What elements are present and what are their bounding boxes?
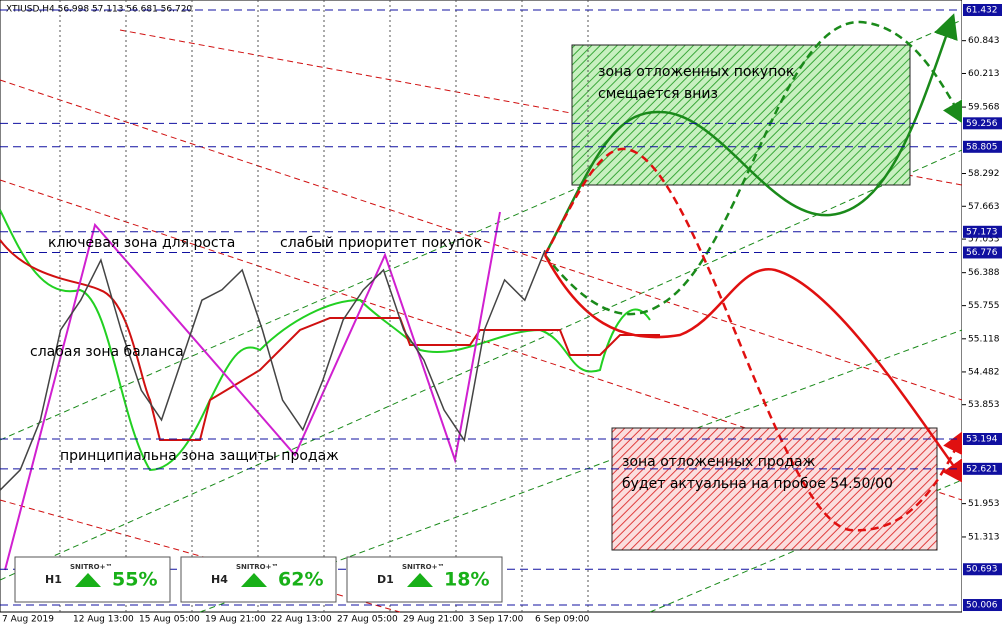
level-box [963,599,1002,612]
level-label: 50.006 [966,601,998,611]
x-tick-label: 3 Sep 17:00 [469,615,524,625]
annotation: принципиальна зона защиты продаж [60,448,339,464]
ichimoku-cloud [0,209,660,472]
y-tick-label: 59.568 [968,103,1000,113]
level-box [963,140,1002,153]
level-label: 50.693 [966,565,998,575]
y-tick-label: 54.482 [968,367,1000,377]
y-tick-label: 57.663 [968,202,1000,212]
annotation: слабый приоритет покупок [280,235,482,251]
level-box [963,433,1002,446]
x-tick-label: 12 Aug 13:00 [73,615,134,625]
x-tick-label: 6 Sep 09:00 [535,615,590,625]
header: XTIUSD,H4 56.998 57.113 56.681 56.720 [6,5,192,15]
annotation: слабая зона баланса [30,344,184,360]
badge-brand: SNITRO+™ [402,563,445,571]
level-box [963,3,1002,16]
sell-zone [611,427,938,551]
x-tick-label: 15 Aug 05:00 [139,615,200,625]
x-tick-label: 7 Aug 2019 [2,615,54,625]
level-label: 56.776 [966,248,998,258]
badge-timeframe: D1 [377,573,394,586]
y-tick-label: 53.853 [968,400,1000,410]
y-tick-label: 51.313 [968,532,1000,542]
badge-percent: 18% [444,569,489,591]
buy-zone-text: зона отложенных покупок [598,64,794,80]
badge-arrow [407,573,433,587]
buy-zone-text: смещается вниз [598,86,718,102]
level-label: 59.256 [966,119,998,129]
annotation: ключевая зона для роста [48,235,235,251]
x-tick-label: 19 Aug 21:00 [205,615,266,625]
price-line [0,249,546,491]
y-tick-label: 60.843 [968,36,1000,46]
y-tick-label: 51.953 [968,499,1000,509]
level-label: 61.432 [966,5,998,15]
sell-zone-text: зона отложенных продаж [622,454,816,470]
x-tick-label: 27 Aug 05:00 [337,615,398,625]
badge-arrow [241,573,267,587]
y-tick-label: 57.033 [968,235,1000,245]
level-label: 53.194 [966,435,998,445]
level-box [963,563,1002,576]
level-label: 58.805 [966,142,998,152]
y-tick-label: 55.755 [968,301,1000,311]
level-label: 57.173 [966,227,998,237]
level-box [963,117,1002,130]
x-tick-label: 29 Aug 21:00 [403,615,464,625]
level-box [963,462,1002,475]
y-tick-label: 55.118 [968,334,1000,344]
level-box [963,246,1002,259]
badge-brand: SNITRO+™ [70,563,113,571]
level-label: 52.621 [966,464,998,474]
badge-brand: SNITRO+™ [236,563,279,571]
price-axis [962,0,1002,627]
badge-timeframe: H1 [45,573,62,586]
badge-percent: 62% [278,569,323,591]
badge-percent: 55% [112,569,157,591]
zigzag [4,211,501,571]
y-tick-label: 60.213 [968,69,1000,79]
badge-timeframe: H4 [211,573,228,586]
badge-arrow [75,573,101,587]
x-tick-label: 22 Aug 13:00 [271,615,332,625]
y-tick-label: 58.292 [968,169,1000,179]
y-tick-label: 56.388 [968,268,1000,278]
sell-zone-text: будет актуальна на пробое 54.50/00 [622,476,893,492]
level-box [963,225,1002,238]
forecast-paths [543,13,968,532]
